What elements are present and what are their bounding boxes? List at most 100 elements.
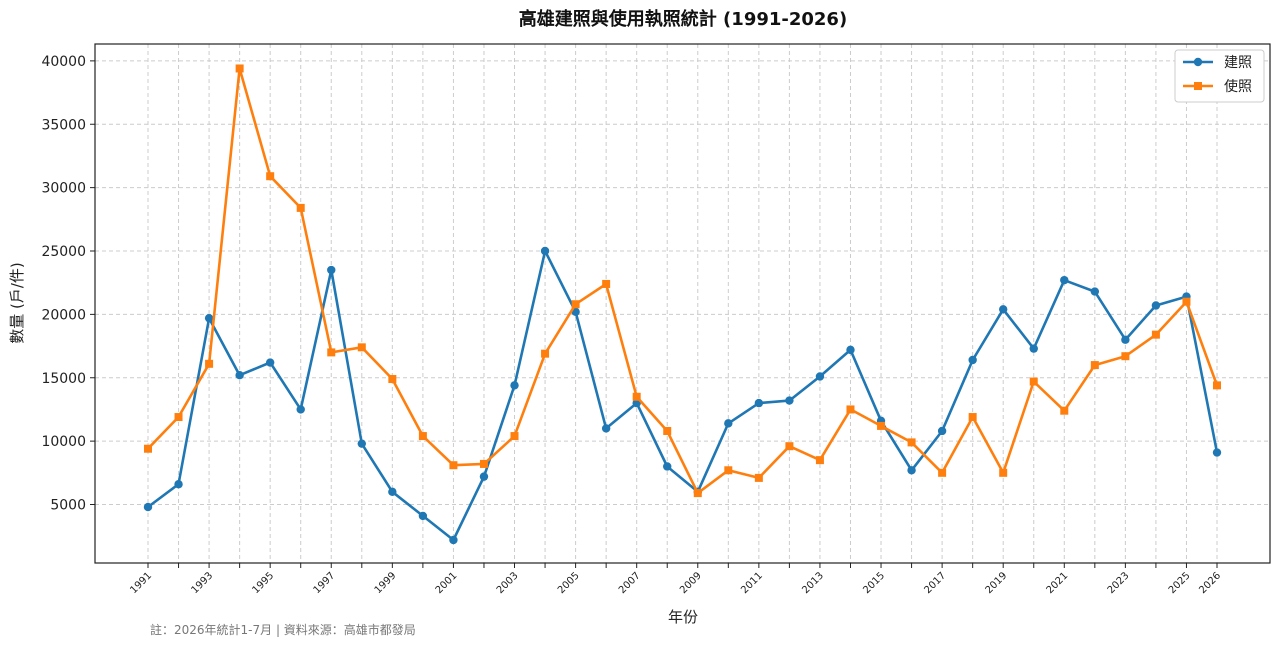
series-2-point [693,489,702,498]
series-2-point [327,348,336,357]
series-2-point [571,300,580,309]
x-tick-label: 1997 [312,570,338,596]
series-2-point [785,442,794,451]
series-1-point [296,405,305,414]
grid [95,44,1270,563]
series-1-point [601,424,611,433]
legend-series-1-label: 建照 [1224,55,1252,71]
series-2-point [907,438,916,447]
x-tick-label: 1991 [128,570,154,596]
series-1-point [724,419,733,428]
series-2-point [999,468,1008,477]
series-2-point [205,359,214,368]
series-2-point [632,392,641,401]
series-2-point [1121,352,1130,361]
series-1-point [846,345,855,355]
x-tick-label: 2023 [1106,570,1132,596]
series-1-point [479,472,489,481]
series-1-point [449,535,458,545]
x-tick-label: 2019 [984,570,1010,596]
series-1-point [143,502,153,512]
series-2-point [510,432,519,441]
x-tick-label: 2005 [556,570,582,596]
footnote: 註：2026年統計1-7月 | 資料來源：高雄市都發局 [150,622,416,637]
y-tick-label: 20000 [41,307,86,323]
series-2-point [174,413,183,422]
series-2-point [1060,406,1069,415]
series-2-point [968,413,977,422]
chart-title: 高雄建照與使用執照統計 (1991-2026) [519,8,847,30]
x-tick-label: 1993 [189,570,215,596]
y-tick-label: 40000 [41,54,86,70]
series-2-line [147,67,1219,495]
x-tick-label: 2026 [1197,570,1223,596]
x-tick-label: 2009 [678,570,704,596]
series-2-point [663,426,672,435]
series-1-point [1121,335,1130,344]
x-tick-label: 2013 [800,570,826,596]
series-1-point [204,313,214,323]
x-tick-label: 2003 [495,570,521,596]
series-1-point [174,480,183,489]
series-2-point [449,461,458,470]
series-2-point [1182,297,1191,306]
series-1-point [815,372,825,381]
series-2-point [724,466,733,475]
legend-series-2-label: 使照 [1224,78,1252,95]
series-2-point [602,279,611,288]
series-2-point [266,172,275,181]
series-1-point [1212,448,1222,457]
series-2-point [1029,377,1038,386]
series-2-point [1090,361,1099,370]
series-1-point [754,398,764,408]
series-2-point [357,343,366,352]
y-tick-label: 15000 [41,371,86,387]
series-1 [143,246,1222,545]
series-1-point [999,305,1008,314]
series-1-point [907,466,916,475]
series-2-point [418,432,427,441]
y-tick-label: 35000 [41,117,86,133]
x-tick-label: 2021 [1045,570,1071,596]
series-1-point [327,265,336,275]
series-1-point [510,381,519,390]
series-1-point [1060,275,1069,285]
y-tick-label: 10000 [41,434,86,450]
series-2-point [479,459,488,468]
series-1-point [265,358,275,367]
series-2-point [144,444,152,453]
series-2-point [877,421,886,430]
y-axis-label: 數量 (戶/件) [8,262,26,344]
series-2-point [541,349,550,358]
series-layer [143,64,1222,545]
series-1-point [418,511,428,521]
series-2-point [296,203,305,212]
series-1-point [1151,301,1161,310]
x-axis-label: 年份 [668,608,698,626]
series-2-point [388,375,397,384]
y-axis: 5000 10000 15000 20000 25000 30000 35000 40000 [41,54,95,514]
x-tick-label: 2007 [617,570,643,596]
x-axis: 1991 1993 1995 1997 1999 2001 2003 2005 2007 2009… [128,563,1223,596]
series-1-point [663,462,672,471]
series-1-point [785,396,794,405]
x-tick-label: 2025 [1167,570,1193,596]
y-tick-label: 5000 [50,498,86,514]
x-tick-label: 2015 [861,570,887,596]
plot-area-frame [94,43,1271,564]
series-2-point [1151,330,1160,339]
legend-series-1-marker [1193,57,1203,67]
series-1-point [1029,344,1038,353]
x-tick-label: 1995 [251,570,277,596]
series-1-line [147,249,1219,542]
x-tick-label: 2011 [739,570,765,596]
series-2-point [754,473,763,482]
x-tick-label: 1999 [373,570,399,596]
y-tick-label: 30000 [41,181,86,197]
series-2-point [846,405,855,414]
y-tick-label: 25000 [41,244,86,260]
series-1-point [357,439,366,448]
series-2 [144,64,1221,498]
series-2-point [938,468,947,477]
